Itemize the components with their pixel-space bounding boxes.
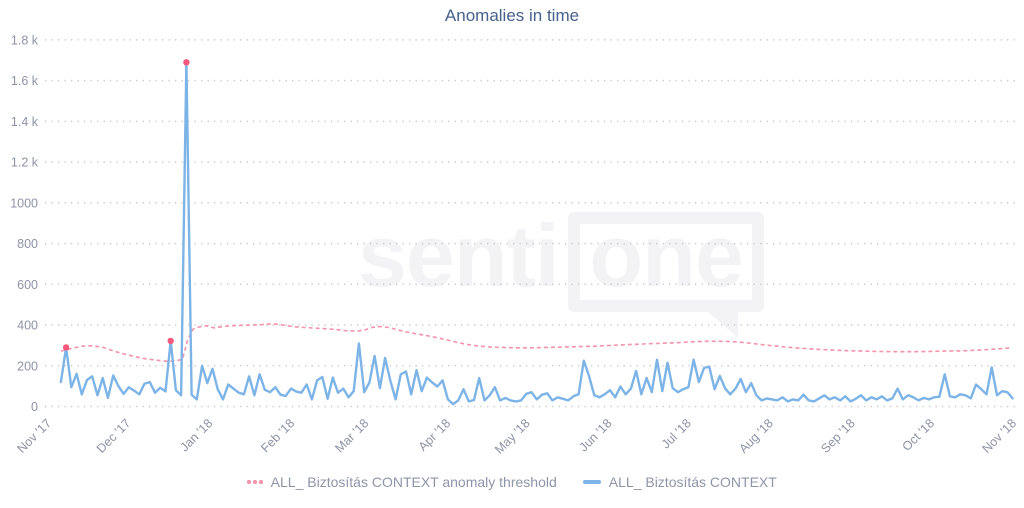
- watermark-senti-text: senti: [358, 206, 559, 305]
- x-axis-tick-label: Nov '18: [980, 416, 1020, 456]
- y-axis-tick-label: 1.2 k: [11, 156, 39, 170]
- x-axis-tick-label: Jul '18: [659, 416, 694, 451]
- legend: ALL_ Biztosítás CONTEXT anomaly threshol…: [0, 474, 1024, 490]
- threshold-line: [60, 322, 1011, 363]
- legend-label-threshold: ALL_ Biztosítás CONTEXT anomaly threshol…: [270, 474, 557, 490]
- x-axis-tick-label: Mar '18: [332, 416, 371, 455]
- x-axis-tick-label: Jun '18: [576, 416, 614, 454]
- y-axis-tick-label: 1.8 k: [11, 33, 39, 47]
- y-axis-tick-label: 1.6 k: [11, 74, 39, 88]
- watermark-one-text: one: [589, 206, 743, 305]
- y-axis-tick-label: 200: [17, 359, 38, 373]
- y-axis-tick-label: 800: [17, 237, 38, 251]
- x-axis-tick-label: Aug '18: [736, 416, 776, 456]
- watermark-speech-bubble: one: [568, 212, 764, 338]
- anomaly-marker[interactable]: [167, 337, 174, 345]
- legend-label-series: ALL_ Biztosítás CONTEXT: [608, 474, 777, 490]
- series-line: [59, 61, 1014, 406]
- threshold-legend-marker-icon: [247, 480, 263, 484]
- series-legend-marker-icon: [582, 480, 601, 484]
- x-axis-tick-label: Dec '17: [94, 416, 134, 456]
- legend-item-anomaly-threshold[interactable]: ALL_ Biztosítás CONTEXT anomaly threshol…: [247, 474, 557, 490]
- y-axis-tick-label: 1.4 k: [11, 115, 39, 129]
- x-axis-tick-label: Apr '18: [416, 416, 454, 454]
- anomaly-marker[interactable]: [62, 344, 70, 351]
- y-axis-tick-label: 1000: [10, 196, 38, 210]
- chart-title: Anomalies in time: [444, 6, 580, 25]
- anomaly-marker[interactable]: [183, 59, 190, 66]
- x-axis-tick-label: Jan '18: [177, 416, 215, 454]
- x-axis-tick-label: Sep '18: [818, 416, 858, 456]
- y-axis-tick-label: 400: [17, 319, 38, 333]
- x-axis-tick-label: Oct '18: [899, 416, 937, 454]
- legend-item-context-series[interactable]: ALL_ Biztosítás CONTEXT: [582, 474, 777, 490]
- x-axis-tick-label: Feb '18: [258, 416, 297, 455]
- y-axis-tick-label: 600: [17, 278, 38, 292]
- x-axis-tick-label: May '18: [492, 416, 533, 457]
- y-axis-tick-label: 0: [31, 400, 38, 414]
- chart-svg: 1.8 k 1.6 k 1.4 k 1.2 k 1000 800 600 400 200 0 Nov…: [10, 33, 1020, 457]
- watermark: senti one: [358, 206, 764, 338]
- x-axis-tick-label: Nov '17: [15, 416, 55, 456]
